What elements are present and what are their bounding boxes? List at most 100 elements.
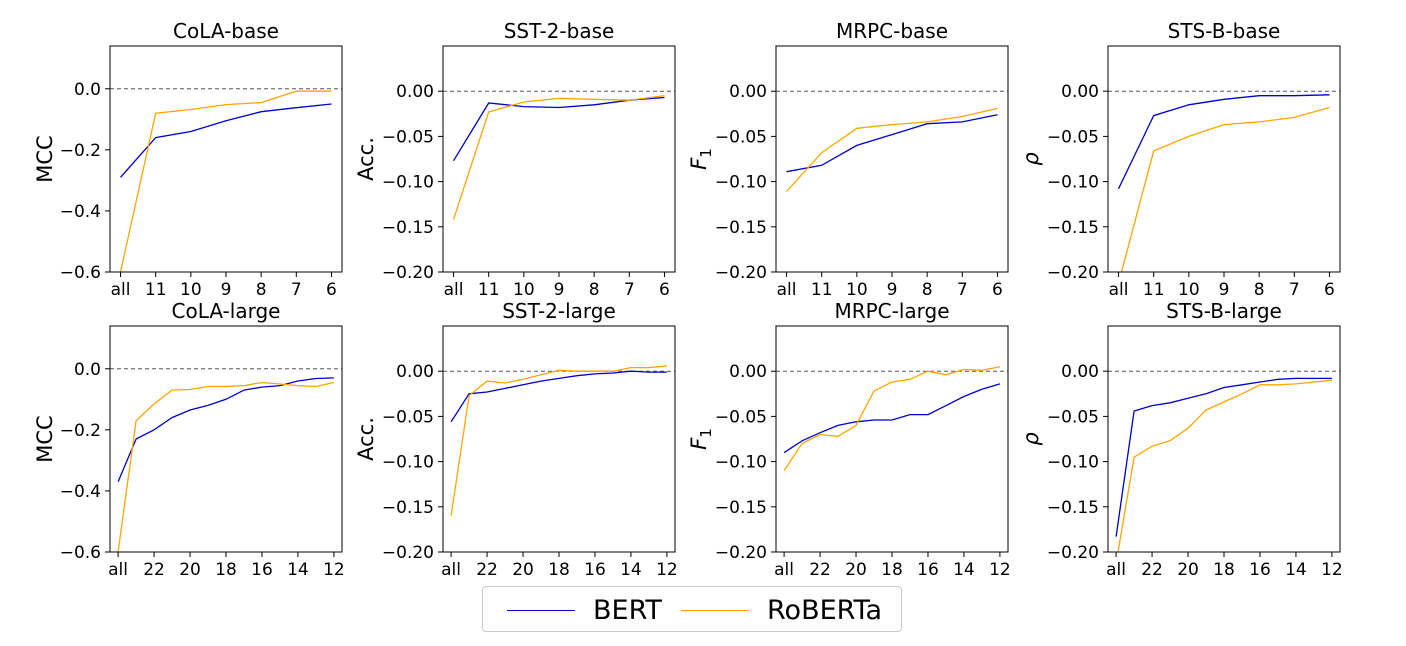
x-tick-label: 12 (1321, 560, 1343, 580)
y-tick-label: 0.00 (729, 362, 767, 382)
subplot-sst-2-base: −0.20 −0.15 −0.10 −0.05 0.00 all 11 10 9 8 7 6 SST-2… (354, 19, 676, 300)
legend-item-roberta: RoBERTa (681, 587, 882, 633)
y-tick-label: −0.6 (60, 263, 101, 283)
axes-frame (1107, 325, 1341, 553)
y-tick-label: −0.05 (715, 127, 767, 147)
y-tick-label: 0.0 (74, 80, 101, 100)
x-tick-label: all (441, 560, 461, 580)
x-tick-label: all (1109, 280, 1129, 300)
y-axis-label: F1 (687, 148, 715, 170)
axes-frame (109, 45, 343, 273)
y-tick-label: −0.05 (382, 407, 434, 427)
x-tick-label: 6 (659, 280, 670, 300)
y-tick-label: 0.00 (729, 82, 767, 102)
y-tick-label: −0.05 (382, 127, 434, 147)
x-tick-label: 7 (291, 280, 302, 300)
subplot-title: STS-B-base (1168, 19, 1281, 43)
series-line-roberta (1117, 379, 1332, 552)
y-axis-label: Acc. (354, 137, 378, 181)
x-tick-label: 16 (917, 560, 939, 580)
legend: BERT RoBERTa (482, 586, 902, 632)
legend-item-bert: BERT (507, 587, 662, 633)
x-tick-label: 10 (846, 280, 868, 300)
y-axis-label-subscript: 1 (697, 148, 715, 158)
x-tick-label: all (108, 560, 128, 580)
subplot-mrpc-base: −0.20 −0.15 −0.10 −0.05 0.00 all 11 10 9 8 7 6 MRPC-… (687, 19, 1009, 300)
series-line-bert (1117, 94, 1330, 190)
legend-label-bert: BERT (593, 594, 662, 626)
series-line-roberta (452, 95, 665, 220)
x-tick-label: 8 (1254, 280, 1265, 300)
y-tick-label: −0.2 (60, 421, 101, 441)
x-tick-label: 20 (179, 560, 201, 580)
series-line-roberta (783, 366, 1001, 471)
subplot-sst-2-large: −0.20 −0.15 −0.10 −0.05 0.00 all 22 20 18 16 14 12 S… (354, 299, 678, 580)
y-tick-label: −0.6 (60, 543, 101, 563)
x-tick-label: 9 (221, 280, 232, 300)
x-tick-label: 11 (811, 280, 833, 300)
series-line-bert (120, 103, 332, 178)
subplot-mrpc-large: −0.20 −0.15 −0.10 −0.05 0.00 all 22 20 18 16 14 12 M… (687, 299, 1011, 580)
series-line-bert (1115, 377, 1332, 537)
y-tick-label: −0.10 (1047, 173, 1099, 193)
subplot-title: STS-B-large (1166, 299, 1282, 323)
x-tick-label: 6 (992, 280, 1003, 300)
series-line-roberta (786, 107, 998, 192)
y-tick-label: −0.20 (715, 263, 767, 283)
y-tick-label: −0.20 (382, 543, 434, 563)
x-tick-label: 12 (323, 560, 345, 580)
x-tick-label: 8 (922, 280, 933, 300)
y-tick-label: −0.15 (382, 498, 434, 518)
series-line-roberta (119, 90, 332, 272)
x-tick-label: 14 (620, 560, 642, 580)
x-tick-label: 9 (1219, 280, 1230, 300)
x-tick-label: 18 (1213, 560, 1235, 580)
x-tick-label: 22 (809, 560, 831, 580)
x-tick-label: 22 (1141, 560, 1163, 580)
x-tick-label: 16 (1249, 560, 1271, 580)
x-tick-label: 10 (513, 280, 535, 300)
x-tick-label: 10 (1178, 280, 1200, 300)
series-line-roberta (1120, 106, 1330, 272)
y-tick-label: −0.2 (60, 141, 101, 161)
y-tick-label: −0.15 (1047, 218, 1099, 238)
x-tick-label: 9 (887, 280, 898, 300)
y-tick-label: −0.10 (382, 173, 434, 193)
x-tick-label: 9 (554, 280, 565, 300)
y-axis-label: MCC (33, 135, 57, 182)
series-line-bert (450, 370, 667, 423)
x-tick-label: 7 (624, 280, 635, 300)
subplot-sts-b-large: −0.20 −0.15 −0.10 −0.05 0.00 all 22 20 18 16 14 12 S… (1019, 299, 1343, 580)
y-axis-label-main: F (687, 157, 711, 170)
x-tick-label: 12 (656, 560, 678, 580)
axes-frame (109, 325, 343, 553)
y-tick-label: −0.20 (382, 263, 434, 283)
legend-label-roberta: RoBERTa (767, 594, 883, 626)
y-tick-label: −0.15 (715, 218, 767, 238)
legend-swatch-bert (507, 609, 575, 611)
x-tick-label: 16 (251, 560, 273, 580)
subplot-title: CoLA-large (172, 299, 281, 323)
x-tick-label: 22 (476, 560, 498, 580)
y-axis-label: F1 (687, 428, 715, 450)
y-tick-label: −0.15 (715, 498, 767, 518)
y-tick-label: 0.00 (396, 82, 434, 102)
x-tick-label: 18 (548, 560, 570, 580)
series-line-bert (117, 377, 334, 483)
series-line-roberta (117, 381, 335, 552)
x-tick-label: 6 (1324, 280, 1335, 300)
legend-swatch-roberta (681, 609, 749, 611)
x-tick-label: 8 (256, 280, 267, 300)
series-line-bert (452, 96, 665, 162)
y-axis-label: Acc. (354, 417, 378, 461)
x-tick-label: 7 (957, 280, 968, 300)
y-tick-label: 0.0 (74, 360, 101, 380)
x-tick-label: 7 (1289, 280, 1300, 300)
x-tick-label: 10 (180, 280, 202, 300)
y-tick-label: −0.05 (715, 407, 767, 427)
x-tick-label: 11 (145, 280, 167, 300)
x-tick-label: 18 (215, 560, 237, 580)
x-tick-label: 14 (287, 560, 309, 580)
y-tick-label: 0.00 (1061, 362, 1099, 382)
